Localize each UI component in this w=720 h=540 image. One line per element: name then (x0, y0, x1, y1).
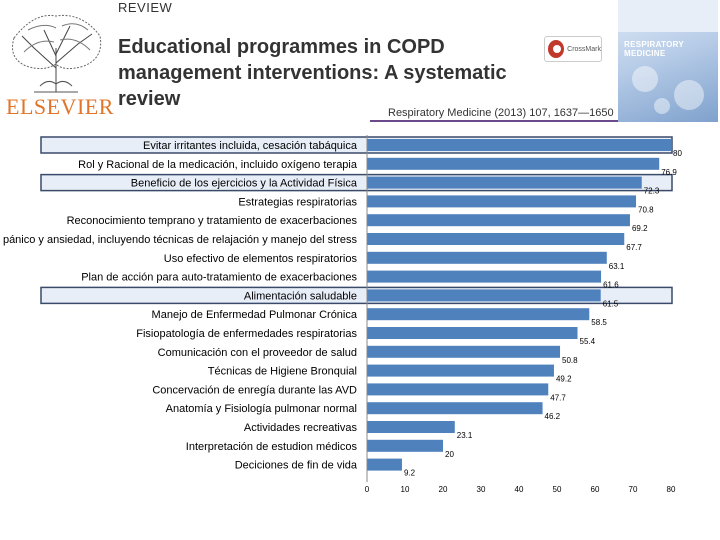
article-title: Educational programmes in COPD managemen… (118, 36, 507, 110)
data-label: 9.2 (404, 469, 416, 478)
bar (367, 251, 607, 264)
bar (367, 364, 554, 377)
category-label: Reconocimiento temprano y tratamiento de… (67, 215, 358, 227)
data-label: 50.8 (562, 356, 578, 365)
data-label: 20 (445, 450, 454, 459)
category-label: Concervación de enregía durante las AVD (152, 384, 357, 396)
category-label: Fisiopatología de enfermedades respirato… (136, 328, 357, 340)
cover-cell-image-icon (654, 98, 670, 114)
elsevier-tree-logo-icon (4, 8, 108, 94)
bar (367, 421, 455, 433)
x-tick-label: 80 (667, 485, 676, 494)
x-tick-label: 30 (477, 485, 486, 494)
bar (367, 157, 660, 170)
x-tick-label: 10 (401, 485, 410, 494)
x-tick-label: 60 (591, 485, 600, 494)
data-label: 80 (673, 149, 682, 158)
crossmark-badge[interactable]: CrossMark (544, 36, 602, 62)
data-label: 49.2 (556, 375, 572, 384)
bar (367, 327, 578, 339)
category-label: Uso efectivo de elementos respiratorios (164, 253, 358, 265)
category-label: Rol y Racional de la medicación, incluid… (78, 159, 358, 171)
data-label: 47.7 (550, 393, 566, 402)
category-label: Comunicación con el proveedor de salud (158, 347, 357, 359)
bars-layer (367, 139, 671, 471)
bar (367, 270, 602, 283)
citation-divider (370, 120, 618, 122)
data-label: 55.4 (580, 337, 596, 346)
data-label: 23.1 (457, 431, 473, 440)
cover-header-band (618, 0, 718, 32)
publisher-name: ELSEVIER (6, 94, 114, 119)
labels-layer: Evitar irritantes incluida, cesación tab… (0, 140, 682, 478)
data-label: 61.5 (603, 299, 619, 308)
data-label: 67.7 (626, 243, 642, 252)
category-label: Manejo de Enfermedad Pulmonar Crónica (152, 309, 358, 321)
bar (367, 289, 601, 302)
bar (367, 214, 630, 227)
journal-citation: Respiratory Medicine (2013) 107, 1637—16… (388, 107, 614, 119)
data-label: 70.8 (638, 205, 654, 214)
bar (367, 233, 625, 245)
bar (367, 308, 590, 321)
category-label: Estrategias respiratorias (238, 196, 357, 208)
bar-chart: Evitar irritantes incluida, cesación tab… (0, 135, 682, 494)
bar (367, 383, 549, 396)
data-label: 76.9 (661, 168, 677, 177)
data-label: 46.2 (545, 412, 561, 421)
crossmark-icon (548, 40, 565, 58)
journal-cover: RESPIRATORY MEDICINE (618, 0, 718, 122)
category-label: Alimentación saludable (244, 290, 357, 302)
bar (367, 458, 402, 471)
category-label: Evitar irritantes incluida, cesación tab… (143, 140, 358, 152)
bar (367, 345, 561, 358)
bar (367, 139, 671, 151)
x-tick-label: 0 (365, 485, 370, 494)
x-tick-label: 50 (553, 485, 562, 494)
category-label: Deciciones de fin de vida (235, 460, 358, 472)
data-label: 61.6 (603, 281, 619, 290)
category-label: Beneficio de los ejercicios y la Activid… (131, 178, 358, 190)
data-label: 63.1 (609, 262, 625, 271)
category-label: Plan de acción para auto-tratamiento de … (81, 272, 357, 284)
x-axis: 0 10 20 30 40 50 60 70 80 (365, 135, 676, 494)
category-label: Interpretación de estudion médicos (186, 441, 358, 453)
data-label: 58.5 (591, 318, 607, 327)
category-label: Anatomía y Fisiología pulmonar normal (166, 403, 357, 415)
cover-cell-image-icon (632, 66, 658, 92)
bar (367, 195, 637, 208)
x-tick-label: 40 (515, 485, 524, 494)
section-label: REVIEW (118, 0, 173, 15)
crossmark-label: CrossMark (567, 45, 601, 53)
bar (367, 176, 642, 189)
x-tick-label: 70 (629, 485, 638, 494)
category-label: Control de pánico y ansiedad, incluyendo… (0, 234, 357, 246)
cover-cell-image-icon (674, 80, 704, 110)
data-label: 72.3 (644, 187, 660, 196)
bar (367, 439, 443, 452)
category-label: Actividades recreativas (244, 422, 358, 434)
journal-cover-title: RESPIRATORY MEDICINE (624, 40, 684, 58)
bar (367, 402, 543, 415)
category-label: Técnicas de Higiene Bronquial (208, 366, 357, 378)
header: ELSEVIER REVIEW Educational programmes i… (0, 0, 720, 130)
data-label: 69.2 (632, 224, 648, 233)
x-tick-label: 20 (439, 485, 448, 494)
